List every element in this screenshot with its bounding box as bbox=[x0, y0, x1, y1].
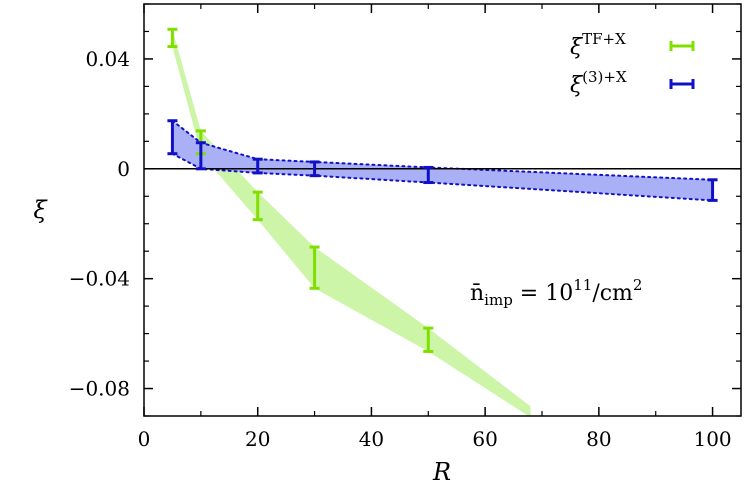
legend-label-series-1: ξ(3)+X bbox=[570, 68, 627, 98]
legend: ξTF+X ξ(3)+X bbox=[570, 30, 695, 98]
error-bars bbox=[167, 27, 718, 353]
y-tick-label: 0 bbox=[117, 157, 130, 181]
band-series-1 bbox=[172, 120, 713, 201]
band-edge-lower-series-1 bbox=[171, 152, 714, 202]
tick-labels: 0 20 40 60 80 100 0.04 0 −0.04 −0.08 bbox=[69, 47, 732, 451]
legend-label-series-0: ξTF+X bbox=[570, 30, 626, 60]
x-tick-label: 0 bbox=[138, 427, 151, 451]
x-axis-title: R bbox=[432, 458, 451, 486]
y-tick-label: −0.08 bbox=[69, 377, 130, 401]
x-tick-label: 80 bbox=[586, 427, 611, 451]
y-tick-label: 0.04 bbox=[85, 47, 130, 71]
x-tick-label: 20 bbox=[245, 427, 270, 451]
y-tick-label: −0.04 bbox=[69, 267, 130, 291]
error-bar-series-1-point-0 bbox=[167, 119, 178, 156]
error-bar-series-0-point-3 bbox=[309, 245, 320, 290]
error-bar-series-1-point-2 bbox=[252, 157, 263, 175]
uncertainty-bands bbox=[171, 29, 714, 416]
y-axis-title: ξ bbox=[33, 196, 48, 224]
legend-marker-series-1 bbox=[669, 79, 695, 89]
x-tick-label: 100 bbox=[693, 427, 731, 451]
legend-marker-series-0 bbox=[669, 41, 695, 51]
x-tick-label: 60 bbox=[472, 427, 497, 451]
error-bar-series-1-point-4 bbox=[423, 165, 434, 185]
axis-ticks bbox=[143, 3, 741, 417]
error-bar-series-0-point-0 bbox=[167, 27, 178, 49]
band-series-0 bbox=[172, 29, 531, 416]
x-tick-label: 40 bbox=[359, 427, 384, 451]
error-bar-series-1-point-5 bbox=[707, 178, 718, 202]
error-bar-series-1-point-1 bbox=[195, 141, 206, 171]
plot-frame bbox=[143, 3, 742, 417]
error-bar-series-1-point-3 bbox=[309, 160, 320, 178]
error-bar-series-0-point-2 bbox=[252, 190, 263, 222]
error-bar-series-0-point-4 bbox=[423, 326, 434, 353]
density-annotation: n̄imp = 1011/cm2 bbox=[470, 276, 642, 309]
